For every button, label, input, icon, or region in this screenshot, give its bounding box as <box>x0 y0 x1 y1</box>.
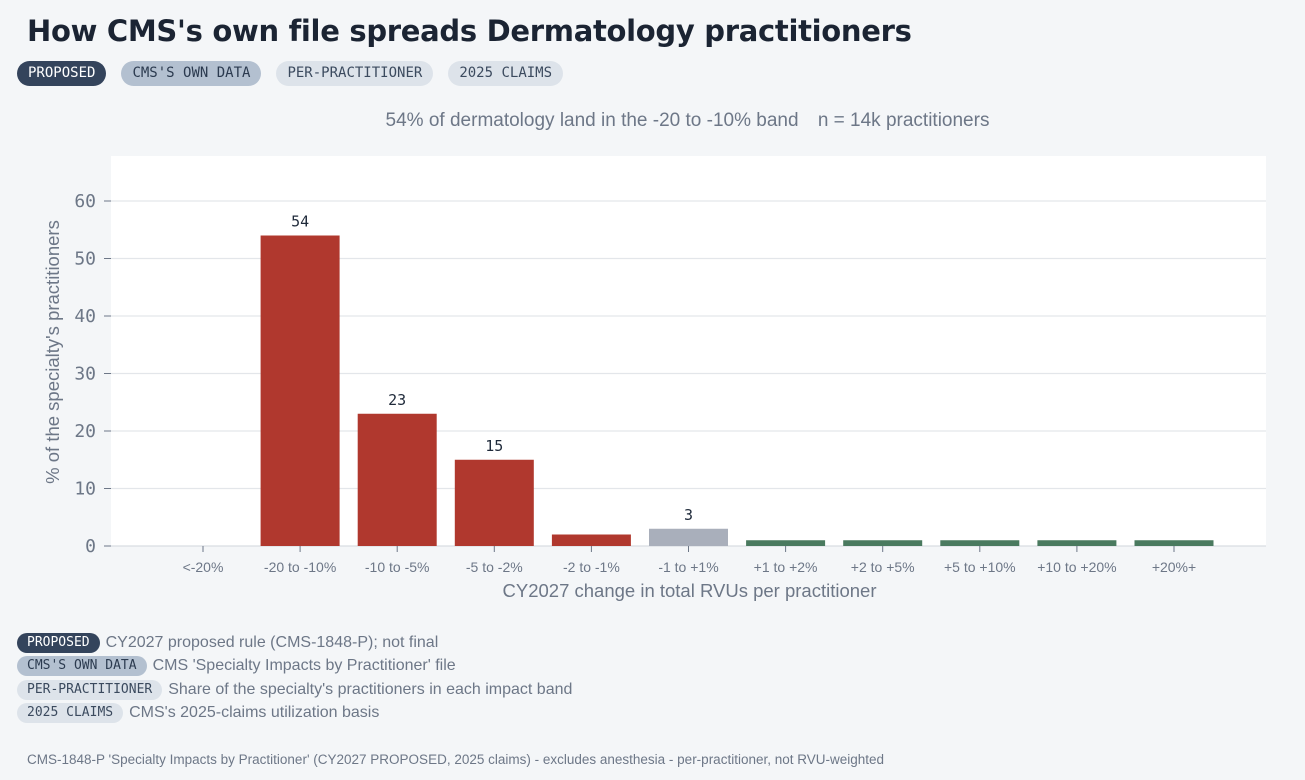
bar <box>1037 540 1117 546</box>
chart-title: How CMS's own file spreads Dermatology p… <box>27 14 912 48</box>
x-tick-label: -1 to +1% <box>658 559 718 575</box>
x-tick-label: -5 to -2% <box>466 559 523 575</box>
legend-text-per-practitioner: Share of the specialty's practitioners i… <box>168 680 573 698</box>
bar <box>260 235 340 546</box>
legend-text-cms-own-data: CMS 'Specialty Impacts by Practitioner' … <box>152 657 456 675</box>
data-label: 3 <box>684 506 693 524</box>
data-label: 23 <box>388 391 406 409</box>
legend-tag-cms-own-data: CMS'S OWN DATA <box>17 656 147 677</box>
subtitle-sample-size: n = 14k practitioners <box>817 110 990 131</box>
bar <box>746 540 826 546</box>
data-label: 54 <box>291 213 309 231</box>
x-axis-title: CY2027 change in total RVUs per practiti… <box>503 580 877 601</box>
tag-proposed: PROPOSED <box>17 61 107 86</box>
data-label: 15 <box>485 437 503 455</box>
bar <box>357 413 437 546</box>
legend-text-2025-claims: CMS's 2025-claims utilization basis <box>129 704 380 722</box>
x-tick-label: -2 to -1% <box>563 559 620 575</box>
bar <box>551 534 631 546</box>
bar-chart: 0 10 20 30 40 50 60 <-20% 54 -20 to -10% 23 -10 to … <box>42 156 1266 601</box>
bar <box>940 540 1020 546</box>
legend-text-proposed: CY2027 proposed rule (CMS-1848-P); not f… <box>105 633 439 651</box>
x-tick-label: +2 to +5% <box>851 559 915 575</box>
legend-tag-per-practitioner: PER-PRACTITIONER <box>17 679 163 700</box>
x-tick-label: +5 to +10% <box>944 559 1016 575</box>
source-footnote: CMS-1848-P 'Specialty Impacts by Practit… <box>27 752 885 767</box>
bar <box>649 528 728 546</box>
y-tick-label: 50 <box>74 249 96 270</box>
tag-per-practitioner: PER-PRACTITIONER <box>276 61 434 86</box>
legend-tag-2025-claims: 2025 CLAIMS <box>17 703 124 724</box>
x-tick-label: <-20% <box>183 559 224 575</box>
x-tick-label: +10 to +20% <box>1037 559 1116 575</box>
legend-row-cms-own-data: CMS'S OWN DATA CMS 'Specialty Impacts by… <box>17 655 572 679</box>
x-tick-label: +1 to +2% <box>754 559 818 575</box>
y-tick-label: 10 <box>74 479 96 500</box>
y-tick-label: 0 <box>85 536 96 557</box>
y-axis-title: % of the specialty's practitioners <box>42 220 63 484</box>
tag-2025-claims: 2025 CLAIMS <box>448 61 564 86</box>
bar <box>454 459 534 546</box>
tag-cms-own-data: CMS'S OWN DATA <box>121 61 262 86</box>
legend-row-proposed: PROPOSED CY2027 proposed rule (CMS-1848-… <box>17 631 572 655</box>
tag-row: PROPOSED CMS'S OWN DATA PER-PRACTITIONER… <box>17 61 564 86</box>
x-tick-label: +20%+ <box>1152 559 1196 575</box>
tag-legend: PROPOSED CY2027 proposed rule (CMS-1848-… <box>17 631 572 725</box>
bar <box>1134 540 1214 546</box>
legend-tag-proposed: PROPOSED <box>17 632 100 653</box>
bar <box>843 540 923 546</box>
y-tick-label: 40 <box>74 306 96 327</box>
x-tick-label: -10 to -5% <box>365 559 430 575</box>
y-tick-label: 20 <box>74 421 96 442</box>
legend-row-2025-claims: 2025 CLAIMS CMS's 2025-claims utilizatio… <box>17 702 572 726</box>
chart-subtitle: 54% of dermatology land in the -20 to -1… <box>0 110 1305 132</box>
y-tick-label: 30 <box>74 364 96 385</box>
x-tick-label: -20 to -10% <box>264 559 336 575</box>
y-tick-label: 60 <box>74 191 96 212</box>
subtitle-headline: 54% of dermatology land in the -20 to -1… <box>385 110 799 131</box>
legend-row-per-practitioner: PER-PRACTITIONER Share of the specialty'… <box>17 678 572 702</box>
